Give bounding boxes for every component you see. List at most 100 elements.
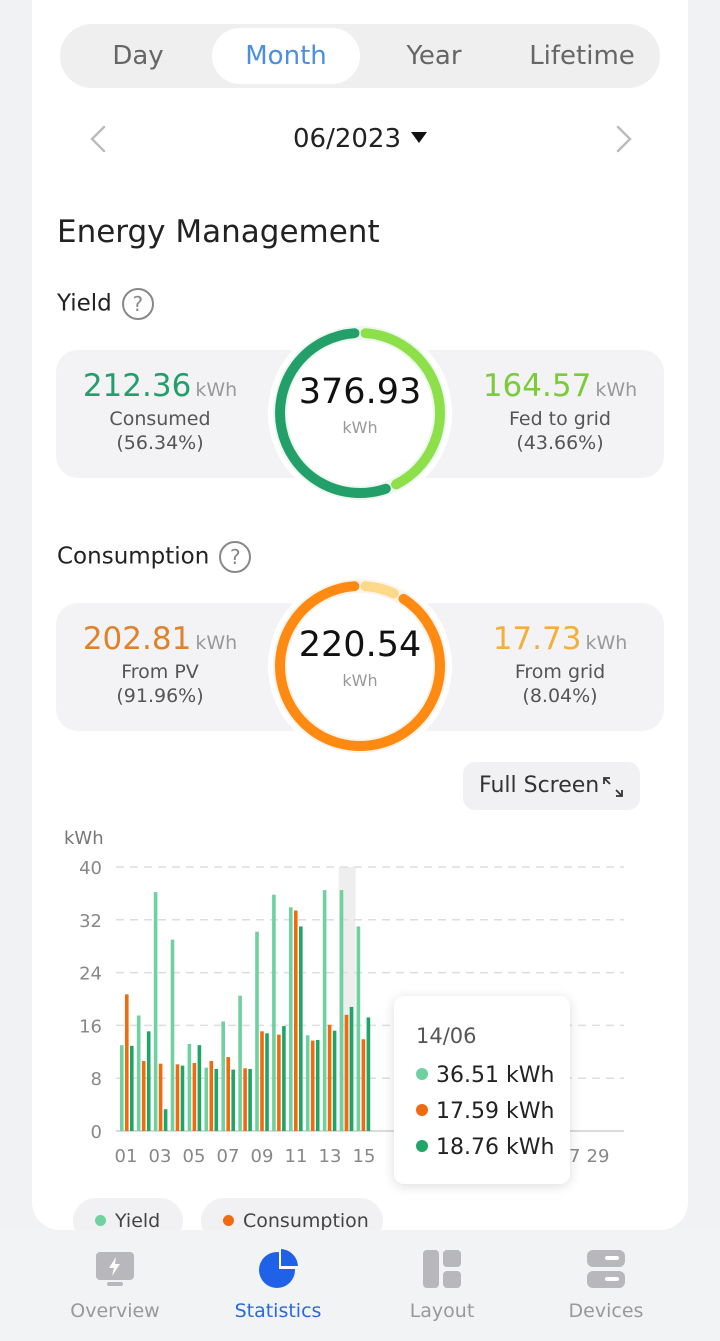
bar-series [332,1030,337,1131]
y-tick-label: 24 [79,964,102,985]
y-tick-label: 40 [79,858,102,879]
pie-chart-icon [259,1249,298,1288]
chevron-right-icon[interactable] [608,124,638,154]
bar-yield [136,1015,141,1131]
tab-year[interactable]: Year [406,41,462,71]
x-tick-label: 03 [149,1146,172,1167]
layout-grid-icon [423,1250,461,1288]
help-icon[interactable]: ? [219,541,252,573]
dot-icon [416,1068,428,1080]
from-pv-label: From PV [121,661,199,683]
tooltip-third-value: 18.76 kWh [436,1135,555,1160]
tab-month[interactable]: Month [212,28,360,84]
fed-percent: (43.66%) [516,432,604,454]
bar-series [299,926,303,1131]
yield-total: 376.93 [298,372,422,412]
x-tick-label: 05 [183,1146,206,1167]
nav-devices-label: Devices [568,1300,644,1322]
consumption-total: 220.54 [298,625,422,665]
tooltip-row-yield: 36.51 kWh [416,1058,570,1094]
tab-lifetime[interactable]: Lifetime [529,41,635,71]
dot-icon [95,1215,106,1226]
nav-devices[interactable]: Devices [516,1230,696,1341]
fed-to-grid-metric: 164.57 kWh Fed to grid (43.66%) [460,368,660,454]
tooltip-date: 14/06 [416,1024,477,1048]
fullscreen-button[interactable]: Full Screen [463,762,640,810]
bar-series [231,1069,235,1131]
dot-icon [223,1215,234,1226]
x-tick-label: 07 [217,1146,240,1167]
from-pv-percent: (91.96%) [116,685,204,707]
help-icon[interactable]: ? [121,288,154,320]
x-tick-label: 11 [285,1146,308,1167]
bar-yield [305,1035,310,1131]
tooltip-consumption-value: 17.59 kWh [436,1099,555,1124]
nav-overview-label: Overview [70,1300,160,1322]
yield-consumed-arc [275,328,391,498]
bar-consumption [344,1014,349,1131]
fed-unit: kWh [595,379,638,401]
yield-heading: Yield? [57,288,154,320]
from-pv-value: 202.81 [82,621,192,657]
consumption-total-unit: kWh [342,671,378,690]
x-tick-label: 09 [251,1146,274,1167]
legend-consumption-label: Consumption [243,1210,369,1232]
fed-label: Fed to grid [508,408,611,430]
consumed-metric: 212.36 kWh Consumed (56.34%) [60,368,260,454]
bar-yield [322,890,327,1131]
x-tick-label: 01 [115,1146,138,1167]
bar-consumption [209,1061,214,1131]
from-grid-unit: kWh [585,632,628,654]
bar-series [214,1068,219,1131]
consumption-label: Consumption [57,543,210,570]
dot-icon [416,1140,428,1152]
bar-yield [120,1045,124,1131]
bar-series [130,1045,134,1131]
consumption-pv-arc [275,581,445,751]
x-tick-label: 13 [319,1146,342,1167]
daily-energy-chart[interactable]: kWh081624324001030507091113151729 [56,820,656,1180]
page-title: Energy Management [57,214,380,250]
bar-series [248,1068,252,1131]
tooltip-yield-value: 36.51 kWh [436,1063,555,1088]
dot-icon [416,1104,428,1116]
server-icon [587,1250,625,1288]
fed-value: 164.57 [482,368,592,404]
monitor-icon [96,1252,134,1286]
consumed-label: Consumed [109,408,211,430]
bar-series [315,1039,320,1131]
date-navigator: 06/2023 [60,110,660,170]
nav-statistics[interactable]: Statistics [188,1230,368,1341]
caret-down-icon [411,132,427,143]
bar-consumption [243,1068,247,1131]
bar-series [282,1026,286,1131]
from-grid-label: From grid [514,661,606,683]
x-tick-label: 15 [353,1146,376,1167]
bar-consumption [260,1031,264,1131]
date-picker[interactable]: 06/2023 [60,124,660,154]
nav-overview[interactable]: Overview [25,1230,205,1341]
bar-series [146,1031,151,1131]
y-tick-label: 8 [91,1069,102,1090]
y-tick-label: 32 [79,911,102,932]
nav-layout-label: Layout [409,1300,475,1322]
date-label: 06/2023 [292,124,401,154]
bar-consumption [277,1034,281,1131]
consumed-value: 212.36 [82,368,192,404]
consumed-percent: (56.34%) [116,432,204,454]
tooltip-row-consumption: 17.59 kWh [416,1094,570,1130]
bar-yield [187,1043,192,1131]
tab-day[interactable]: Day [112,41,164,71]
period-selector: Day Month Year Lifetime [60,24,660,88]
bar-series [163,1109,168,1131]
x-tick-label: 29 [587,1146,610,1167]
bar-yield [356,926,361,1131]
bar-consumption [226,1057,230,1131]
bar-yield [255,931,259,1131]
chevron-left-icon[interactable] [84,124,114,154]
nav-layout[interactable]: Layout [352,1230,532,1341]
bar-series [366,1017,371,1131]
bar-series [265,1033,269,1131]
y-tick-label: 16 [79,1016,102,1037]
bar-consumption [361,1039,366,1131]
